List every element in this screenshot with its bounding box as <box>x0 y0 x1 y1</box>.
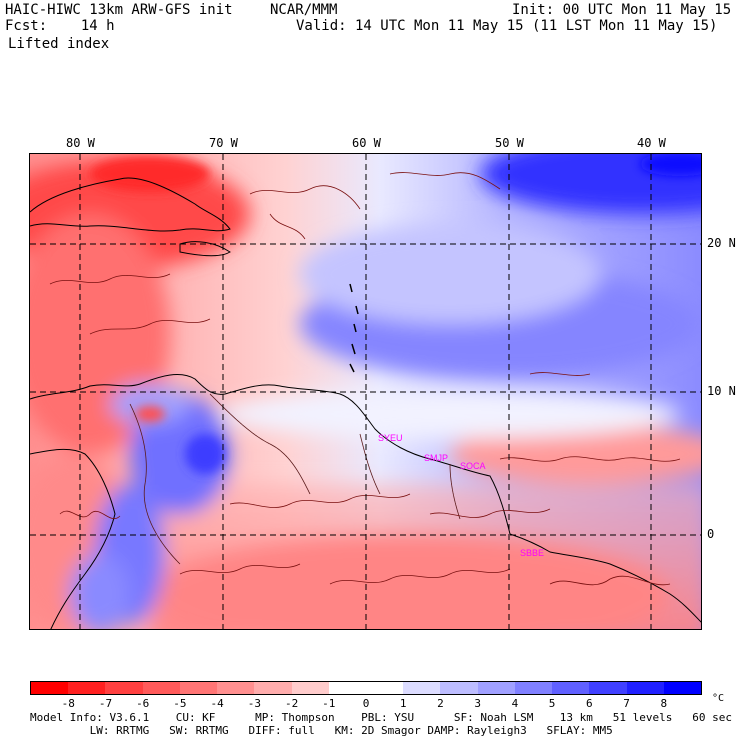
lon-label-80w: 80 W <box>66 136 95 150</box>
country-borders <box>129 393 461 565</box>
color-scale-tick: -7 <box>98 697 113 710</box>
contours <box>49 172 681 586</box>
color-scale-segment <box>328 682 367 694</box>
init-time: Init: 00 UTC Mon 11 May 15 <box>512 2 732 18</box>
station-markers: SYEU SMJP SOCA SBBE <box>378 433 544 558</box>
contour-8 <box>329 568 511 585</box>
lon-label-70w: 70 W <box>209 136 238 150</box>
lat-label-20n: 20 N <box>707 236 736 250</box>
station-syeu: SYEU <box>378 433 403 443</box>
lat-label-10n: 10 N <box>707 384 736 398</box>
color-scale-segment <box>291 682 330 694</box>
color-scale-segment <box>142 682 181 694</box>
forecast-hour: Fcst: 14 h <box>5 18 115 34</box>
model-title: HAIC-HIWC 13km ARW-GFS init <box>5 2 233 18</box>
color-scale-segment <box>663 682 702 694</box>
color-scale-tick: 8 <box>660 697 668 710</box>
color-scale-tick: -3 <box>247 697 261 710</box>
lon-label-40w: 40 W <box>637 136 666 150</box>
color-scale-bar <box>30 681 702 695</box>
south-america-north-coast <box>30 374 511 535</box>
footer-physics-info: LW: RRTMG SW: RRTMG DIFF: full KM: 2D Sm… <box>30 724 613 737</box>
color-scale-tick: -5 <box>173 697 187 710</box>
color-scale-segment <box>31 682 69 694</box>
color-scale-segment <box>589 682 628 694</box>
contour-5 <box>229 493 411 508</box>
color-scale-segment <box>105 682 144 694</box>
contour-6 <box>429 508 551 518</box>
contour-7 <box>179 563 301 575</box>
color-scale-tick: 0 <box>362 697 370 710</box>
contour-4 <box>49 273 171 285</box>
lesser-antilles <box>349 283 359 373</box>
color-scale-segment <box>217 682 255 694</box>
station-sbbe: SBBE <box>520 548 544 558</box>
puerto-rico-coast <box>179 241 231 257</box>
color-scale-segment <box>403 682 441 694</box>
contour-12 <box>269 213 306 240</box>
lon-label-60w: 60 W <box>352 136 381 150</box>
color-scale-tick: -8 <box>61 697 75 710</box>
field-anomalies <box>30 154 701 629</box>
color-scale-segment <box>440 682 479 694</box>
station-soca: SOCA <box>460 461 486 471</box>
contour-3 <box>89 318 211 335</box>
color-scale-segment <box>179 682 218 694</box>
pacific-coast <box>30 448 116 629</box>
lifted-index-map: SYEU SMJP SOCA SBBE <box>29 153 702 630</box>
contour-9 <box>549 575 671 586</box>
color-scale-tick: -6 <box>136 697 150 710</box>
graticule <box>30 154 701 629</box>
color-scale-tick: 2 <box>437 697 444 710</box>
color-scale-tick: 1 <box>399 697 407 710</box>
color-scale-unit: °C <box>712 693 725 704</box>
color-scale-segment <box>366 682 404 694</box>
footer-model-info: Model Info: V3.6.1 CU: KF MP: Thompson P… <box>30 711 732 724</box>
lat-label-0: 0 <box>707 527 715 541</box>
color-scale-tick: 4 <box>511 697 519 710</box>
valid-time: Valid: 14 UTC Mon 11 May 15 (11 LST Mon … <box>296 18 718 34</box>
contour-11 <box>59 510 121 519</box>
border-suriname <box>449 463 461 520</box>
color-scale-segment <box>552 682 590 694</box>
color-scale-segment <box>254 682 293 694</box>
lon-label-50w: 50 W <box>495 136 524 150</box>
color-scale-tick: 7 <box>623 697 630 710</box>
hispaniola-coast <box>30 177 231 232</box>
color-scale-tick: 6 <box>586 697 593 710</box>
color-scale-tick: -1 <box>322 697 336 710</box>
color-scale-segment <box>68 682 106 694</box>
station-smjp: SMJP <box>424 453 448 463</box>
color-scale-tick: 5 <box>548 697 556 710</box>
color-scale-tick: -4 <box>210 697 224 710</box>
organization-label: NCAR/MMM <box>270 2 338 18</box>
color-scale-tick: -2 <box>284 697 299 710</box>
field-name: Lifted index <box>8 36 110 52</box>
map-svg: SYEU SMJP SOCA SBBE <box>30 154 701 629</box>
field-detail <box>90 154 701 474</box>
color-scale-segment <box>477 682 516 694</box>
contour-2 <box>389 172 501 190</box>
border-guyana <box>359 433 381 495</box>
border-venezuela <box>209 393 311 495</box>
color-scale-segment <box>514 682 553 694</box>
brazil-coast <box>509 533 701 623</box>
contour-13 <box>529 372 591 376</box>
contour-1 <box>249 185 361 210</box>
color-scale-segment <box>626 682 665 694</box>
coastlines <box>30 177 701 629</box>
color-scale-tick: 3 <box>474 697 481 710</box>
border-colombia <box>129 403 181 565</box>
contour-10 <box>499 456 681 462</box>
